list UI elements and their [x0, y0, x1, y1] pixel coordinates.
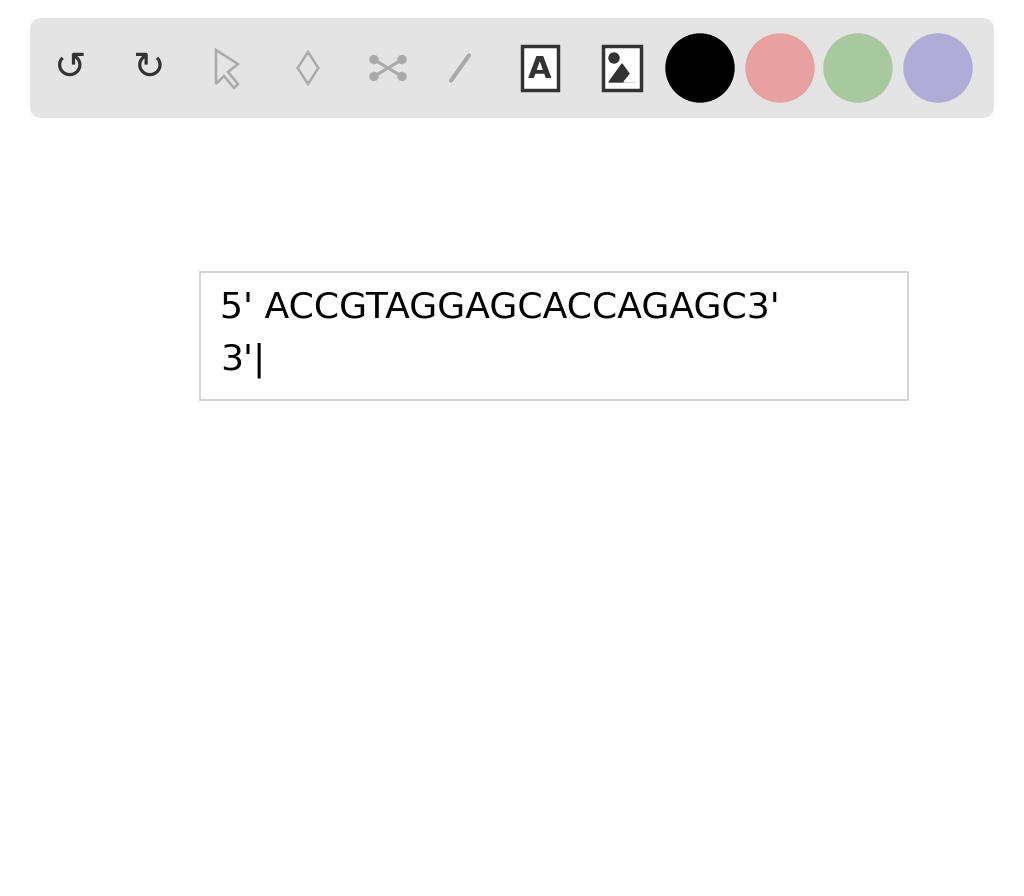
Polygon shape: [609, 64, 635, 82]
Circle shape: [398, 73, 406, 81]
Ellipse shape: [824, 34, 892, 102]
Ellipse shape: [904, 34, 972, 102]
Circle shape: [370, 73, 378, 81]
Polygon shape: [624, 72, 636, 82]
Circle shape: [398, 56, 406, 64]
Text: 5' ACCGTAGGAGCACCAGAGC3': 5' ACCGTAGGAGCACCAGAGC3': [220, 291, 779, 325]
FancyBboxPatch shape: [522, 46, 558, 90]
Text: A: A: [528, 56, 552, 84]
Text: ↺: ↺: [53, 49, 86, 87]
Circle shape: [609, 53, 618, 63]
FancyBboxPatch shape: [30, 18, 994, 118]
Ellipse shape: [746, 34, 814, 102]
FancyBboxPatch shape: [603, 46, 641, 90]
Ellipse shape: [666, 34, 734, 102]
Text: ↻: ↻: [132, 49, 164, 87]
Text: 3'|: 3'|: [220, 342, 265, 378]
FancyBboxPatch shape: [200, 272, 908, 400]
Circle shape: [370, 56, 378, 64]
